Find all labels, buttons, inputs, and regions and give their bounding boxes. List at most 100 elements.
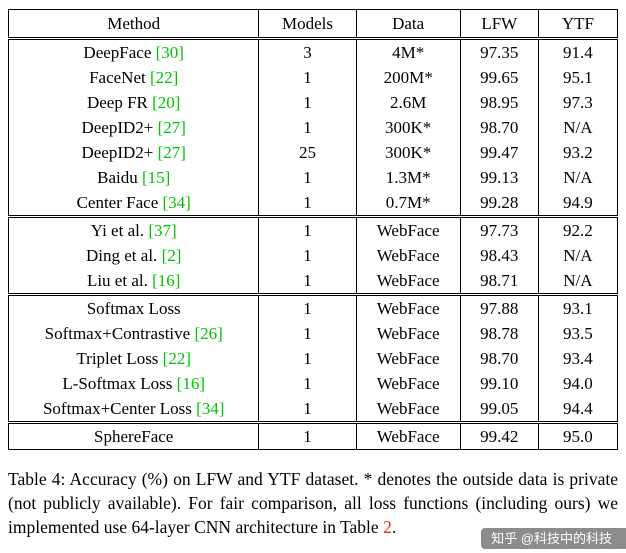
citation-ref: [20] — [152, 93, 181, 112]
cell-ytf: 93.5 — [537, 321, 619, 346]
cell-method: Softmax+Contrastive [26] — [7, 321, 260, 346]
cell-lfw: 98.78 — [459, 321, 539, 346]
cell-ytf: 91.4 — [537, 38, 619, 65]
cell-method: Liu et al. [16] — [7, 268, 260, 295]
cell-ytf: 94.0 — [537, 371, 619, 396]
cell-data: 200M* — [355, 65, 461, 90]
table-row: Softmax+Contrastive [26] 1 WebFace 98.78 93.… — [7, 321, 619, 346]
citation-ref: [2] — [161, 246, 182, 265]
table-row: SphereFace 1 WebFace 99.42 95.0 — [7, 422, 619, 450]
cell-lfw: 99.10 — [459, 371, 539, 396]
cell-method: DeepID2+ [27] — [7, 115, 260, 140]
table-row: L-Softmax Loss [16] 1 WebFace 99.10 94.0 — [7, 371, 619, 396]
cell-data: 0.7M* — [355, 190, 461, 217]
method-name: Softmax+Center Loss — [42, 399, 192, 418]
cell-lfw: 98.95 — [459, 90, 539, 115]
paper-page: Method Models Data LFW YTF DeepFace [30]… — [7, 9, 619, 539]
cell-lfw: 98.70 — [459, 115, 539, 140]
table-row: Center Face [34] 1 0.7M* 99.28 94.9 — [7, 190, 619, 217]
cell-data: WebFace — [355, 422, 461, 450]
table-row: Deep FR [20] 1 2.6M 98.95 97.3 — [7, 90, 619, 115]
header-row: Method Models Data LFW YTF — [7, 9, 619, 39]
table-group-1: DeepFace [30] 3 4M* 97.35 91.4 FaceNet [22] 1 2… — [7, 38, 619, 217]
citation-ref: [30] — [155, 43, 184, 62]
cell-models: 1 — [258, 90, 357, 115]
citation-ref: [34] — [196, 399, 225, 418]
table-row: FaceNet [22] 1 200M* 99.65 95.1 — [7, 65, 619, 90]
cell-models: 1 — [258, 216, 357, 243]
caption-suffix: . — [391, 517, 397, 537]
table-group-2: Yi et al. [37] 1 WebFace 97.73 92.2 Ding et a… — [7, 216, 619, 295]
table-row: Baidu [15] 1 1.3M* 99.13 N/A — [7, 165, 619, 190]
table-row: DeepFace [30] 3 4M* 97.35 91.4 — [7, 38, 619, 65]
cell-method: DeepID2+ [27] — [7, 140, 260, 165]
cell-ytf: 93.2 — [537, 140, 619, 165]
cell-method: Softmax Loss — [7, 294, 260, 321]
table-row: Liu et al. [16] 1 WebFace 98.71 N/A — [7, 268, 619, 295]
header-models: Models — [258, 9, 357, 39]
cell-ytf: 97.3 — [537, 90, 619, 115]
cell-ytf: N/A — [537, 115, 619, 140]
cell-data: WebFace — [355, 268, 461, 295]
method-name: DeepFace — [83, 43, 152, 62]
cell-data: 2.6M — [355, 90, 461, 115]
cell-method: Deep FR [20] — [7, 90, 260, 115]
table-row: Softmax+Center Loss [34] 1 WebFace 99.05 94.… — [7, 396, 619, 423]
cell-ytf: 93.1 — [537, 294, 619, 321]
method-name: Deep FR — [86, 93, 148, 112]
cell-data: 4M* — [355, 38, 461, 65]
cell-models: 1 — [258, 115, 357, 140]
table-row: DeepID2+ [27] 25 300K* 99.47 93.2 — [7, 140, 619, 165]
method-name: FaceNet — [89, 68, 146, 87]
citation-ref: [27] — [157, 118, 186, 137]
cell-method: Ding et al. [2] — [7, 243, 260, 268]
table-group-3: Softmax Loss 1 WebFace 97.88 93.1 Softmax+Con… — [7, 294, 619, 423]
results-table: Method Models Data LFW YTF DeepFace [30]… — [7, 9, 619, 450]
cell-method: Baidu [15] — [7, 165, 260, 190]
cell-lfw: 98.71 — [459, 268, 539, 295]
cell-lfw: 97.73 — [459, 216, 539, 243]
table-row: Yi et al. [37] 1 WebFace 97.73 92.2 — [7, 216, 619, 243]
cell-lfw: 99.65 — [459, 65, 539, 90]
cell-method: SphereFace — [7, 422, 260, 450]
cell-models: 1 — [258, 294, 357, 321]
cell-method: Triplet Loss [22] — [7, 346, 260, 371]
header-method: Method — [7, 9, 260, 39]
citation-ref: [37] — [148, 221, 177, 240]
method-name: Liu et al. — [86, 271, 148, 290]
table-caption: Table 4: Accuracy (%) on LFW and YTF dat… — [8, 467, 618, 539]
cell-models: 1 — [258, 165, 357, 190]
citation-ref: [16] — [176, 374, 205, 393]
citation-ref: [34] — [162, 193, 191, 212]
cell-models: 3 — [258, 38, 357, 65]
cell-method: DeepFace [30] — [7, 38, 260, 65]
cell-models: 1 — [258, 321, 357, 346]
method-name: Triplet Loss — [76, 349, 159, 368]
caption-text: Table 4: Accuracy (%) on LFW and YTF dat… — [8, 469, 618, 537]
cell-models: 1 — [258, 65, 357, 90]
method-name: Yi et al. — [90, 221, 145, 240]
cell-models: 1 — [258, 268, 357, 295]
method-name: Softmax+Contrastive — [44, 324, 191, 343]
cell-ytf: N/A — [537, 165, 619, 190]
cell-ytf: N/A — [537, 243, 619, 268]
method-name: Softmax Loss — [86, 299, 181, 318]
cell-method: Yi et al. [37] — [7, 216, 260, 243]
table-row: Ding et al. [2] 1 WebFace 98.43 N/A — [7, 243, 619, 268]
citation-ref: [22] — [162, 349, 191, 368]
table-group-4: SphereFace 1 WebFace 99.42 95.0 — [7, 422, 619, 450]
method-name: Ding et al. — [86, 246, 158, 265]
cell-ytf: 95.1 — [537, 65, 619, 90]
cell-data: 1.3M* — [355, 165, 461, 190]
cell-models: 1 — [258, 371, 357, 396]
watermark-text: 知乎 @科技中的科技 — [491, 531, 612, 546]
cell-data: WebFace — [355, 346, 461, 371]
table-row: DeepID2+ [27] 1 300K* 98.70 N/A — [7, 115, 619, 140]
citation-ref: [16] — [152, 271, 181, 290]
cell-lfw: 97.35 — [459, 38, 539, 65]
cell-method: Softmax+Center Loss [34] — [7, 396, 260, 423]
cell-models: 1 — [258, 190, 357, 217]
table2-reference: 2 — [383, 517, 392, 537]
header-lfw: LFW — [459, 9, 539, 39]
cell-lfw: 99.13 — [459, 165, 539, 190]
